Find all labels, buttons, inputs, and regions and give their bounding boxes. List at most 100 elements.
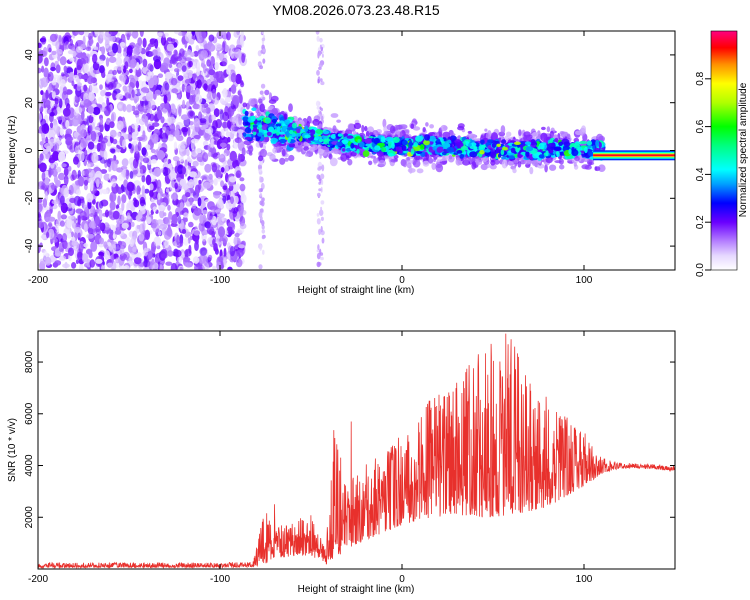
speckle [259, 65, 263, 70]
noise-blob [75, 31, 84, 35]
band-halo [544, 164, 548, 173]
noise-blob [158, 231, 162, 236]
speckle [318, 66, 322, 70]
noise-blob [174, 249, 182, 258]
noise-blob [47, 43, 52, 53]
noise-blob [205, 107, 211, 114]
noise-blob [223, 256, 227, 268]
noise-blob [94, 211, 98, 218]
band-halo [312, 118, 320, 126]
band-core [298, 123, 302, 127]
noise-blob [181, 251, 185, 258]
noise-blob [99, 117, 104, 126]
band-halo [490, 132, 498, 142]
noise-blob [40, 118, 47, 127]
noise-blob [221, 121, 229, 129]
noise-blob [119, 266, 128, 270]
noise-blob [222, 57, 228, 67]
noise-blob [140, 134, 148, 142]
noise-blob [162, 33, 166, 38]
speckle [260, 83, 266, 89]
noise-blob [217, 226, 226, 238]
noise-blob [147, 250, 153, 260]
noise-blob [207, 151, 212, 157]
speckle [320, 225, 323, 233]
noise-blob [236, 249, 244, 258]
noise-blob [188, 221, 194, 228]
band-core [579, 140, 588, 145]
noise-blob [216, 154, 225, 159]
noise-blob [122, 139, 127, 150]
noise-blob [75, 78, 81, 83]
noise-blob [42, 46, 48, 57]
band-core [279, 120, 285, 124]
noise-blob [233, 31, 241, 38]
noise-blob [116, 83, 120, 89]
noise-blob [207, 237, 214, 245]
noise-blob [109, 224, 115, 229]
noise-blob [124, 92, 131, 99]
noise-blob [167, 204, 171, 211]
speckle [262, 48, 266, 53]
band-halo [305, 153, 310, 157]
noise-blob [80, 129, 87, 138]
band-halo [370, 155, 376, 159]
speckle [318, 62, 323, 68]
noise-blob [100, 169, 108, 174]
noise-blob [203, 182, 211, 189]
noise-blob [188, 158, 193, 164]
noise-blob [92, 126, 101, 133]
noise-blob [43, 142, 52, 149]
noise-blob [115, 56, 123, 66]
noise-blob [86, 192, 94, 203]
noise-blob [240, 193, 247, 204]
noise-blob [40, 77, 49, 88]
band-halo [258, 155, 264, 162]
speckle [262, 96, 266, 101]
speckle [259, 192, 263, 197]
noise-blob [200, 50, 209, 60]
noise-blob [140, 47, 146, 55]
noise-blob [137, 37, 143, 46]
band-halo [518, 129, 522, 137]
noise-blob [190, 138, 199, 144]
noise-blob [151, 133, 159, 144]
spectrogram-data [38, 31, 675, 270]
noise-blob [193, 134, 201, 140]
noise-blob [165, 261, 173, 266]
noise-blob [81, 110, 85, 121]
noise-blob [118, 46, 122, 54]
noise-blob [227, 226, 233, 232]
noise-blob [185, 101, 191, 111]
noise-blob [230, 72, 237, 83]
noise-blob [139, 196, 146, 207]
noise-blob [121, 194, 127, 204]
noise-blob [68, 203, 72, 209]
speckle [258, 168, 263, 176]
noise-blob [213, 133, 219, 141]
band-halo [431, 162, 437, 170]
noise-blob [38, 222, 44, 229]
noise-blob [164, 82, 170, 91]
band-halo [506, 131, 512, 137]
noise-blob [80, 43, 87, 50]
noise-blob [105, 44, 113, 53]
noise-blob [51, 50, 57, 56]
noise-blob [192, 103, 201, 110]
noise-blob [99, 65, 105, 74]
speckle [316, 218, 321, 225]
noise-blob [176, 234, 180, 246]
band-core [496, 143, 502, 147]
noise-blob [44, 57, 49, 67]
noise-blob [109, 121, 115, 129]
band-halo [448, 155, 453, 160]
noise-blob [166, 226, 173, 237]
noise-blob [232, 116, 236, 125]
band-halo [258, 98, 263, 104]
noise-blob [221, 193, 228, 198]
noise-blob [168, 170, 177, 181]
band-halo [288, 103, 293, 113]
noise-blob [226, 120, 232, 129]
noise-blob [201, 124, 209, 129]
noise-blob [184, 248, 192, 257]
